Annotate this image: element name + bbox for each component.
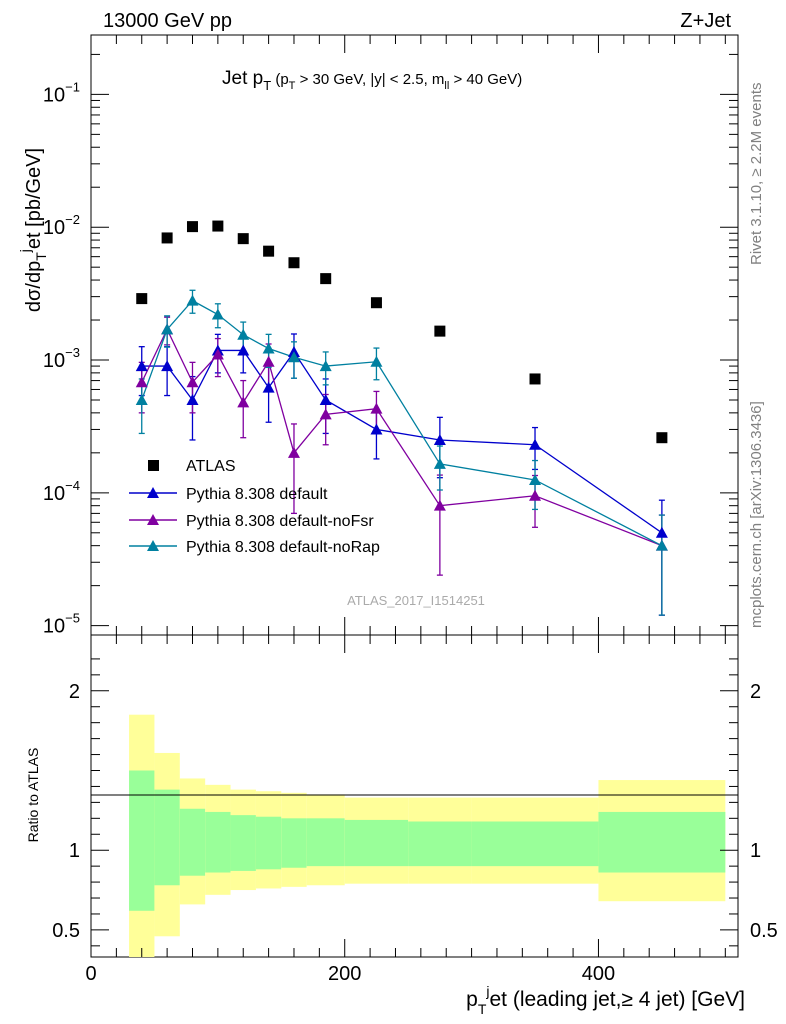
point-atlas bbox=[288, 257, 300, 269]
ratio-inner-band-bin bbox=[471, 821, 599, 867]
ratio-plot-frame bbox=[90, 634, 739, 958]
point-atlas bbox=[186, 221, 198, 233]
y-tick-label: 10−2 bbox=[43, 212, 80, 239]
ratio-y-tick-label: 0.5 bbox=[52, 920, 80, 942]
y-tick-label: 10−4 bbox=[43, 478, 80, 505]
mcplots-label: mcplots.cern.ch [arXiv:1306.3436] bbox=[748, 401, 765, 628]
point-nofsr bbox=[287, 446, 300, 458]
point-nofsr bbox=[262, 355, 275, 367]
point-atlas bbox=[161, 232, 173, 244]
point-atlas bbox=[320, 273, 332, 285]
point-norap bbox=[319, 360, 332, 372]
x-tick-label: 0 bbox=[85, 963, 96, 985]
point-norap bbox=[433, 457, 446, 469]
legend-label-atlas: ATLAS bbox=[186, 458, 236, 475]
series-layer bbox=[135, 220, 668, 616]
point-norap bbox=[655, 539, 668, 551]
ratio-bands bbox=[129, 714, 726, 957]
point-atlas bbox=[656, 432, 668, 444]
x-axis-label: pTjet (leading jet,≥ 4 jet) [GeV] bbox=[466, 983, 745, 1017]
point-atlas bbox=[529, 373, 541, 385]
main-y-axis-label: dσ/dpTjet [pb/GeV] bbox=[17, 148, 49, 312]
ratio-inner-band-bin bbox=[129, 770, 155, 911]
ratio-inner-band-bin bbox=[408, 821, 472, 867]
ratio-y-tick-label: 2 bbox=[69, 681, 80, 703]
point-norap bbox=[211, 308, 224, 320]
legend-label-nofsr: Pythia 8.308 default-noFsr bbox=[186, 513, 374, 530]
legend-marker-atlas bbox=[148, 460, 159, 471]
legend-label-default: Pythia 8.308 default bbox=[186, 486, 328, 503]
point-default bbox=[433, 433, 446, 445]
ratio-y-tick-label: 1 bbox=[69, 840, 80, 862]
ratio-inner-band-bin bbox=[306, 818, 345, 867]
point-atlas bbox=[136, 293, 148, 305]
ratio-inner-band-bin bbox=[154, 789, 180, 886]
legend-marker-norap bbox=[147, 540, 159, 551]
series-line-default bbox=[141, 349, 663, 534]
series-line-nofsr bbox=[141, 327, 663, 547]
ratio-inner-band-bin bbox=[230, 815, 256, 871]
point-norap bbox=[287, 351, 300, 363]
ratio-inner-band-bin bbox=[598, 811, 726, 873]
point-nofsr bbox=[433, 499, 446, 511]
point-default bbox=[529, 438, 542, 450]
header-right-text: Z+Jet bbox=[680, 10, 731, 32]
y-tick-label: 10−3 bbox=[43, 345, 80, 372]
y-tick-label: 10−1 bbox=[43, 79, 80, 106]
point-atlas bbox=[434, 325, 446, 337]
x-tick-label: 400 bbox=[582, 963, 615, 985]
point-norap bbox=[135, 393, 148, 405]
point-nofsr bbox=[529, 489, 542, 501]
legend: ATLAS Pythia 8.308 default Pythia 8.308 … bbox=[129, 458, 380, 556]
point-nofsr bbox=[237, 396, 250, 408]
ratio-y-tick-label-right: 2 bbox=[750, 681, 761, 703]
ratio-inner-band-bin bbox=[179, 808, 206, 876]
legend-marker-default bbox=[147, 487, 159, 498]
watermark: ATLAS_2017_I1514251 bbox=[347, 593, 485, 608]
series-line-norap bbox=[141, 299, 663, 547]
point-norap bbox=[161, 323, 174, 335]
axes-ticks: 10−5 10−4 10−3 10−2 10−1 0 200 400 0.5 0.5 1 1 2 2 bbox=[43, 35, 778, 985]
header-left-text: 13000 GeV pp bbox=[103, 10, 232, 32]
plot-title: Jet pT (pT > 30 GeV, |y| < 2.5, mll > 40… bbox=[222, 68, 522, 93]
point-default bbox=[237, 344, 250, 356]
point-default bbox=[135, 360, 148, 372]
legend-marker-nofsr bbox=[147, 514, 159, 525]
point-default bbox=[161, 360, 174, 372]
x-tick-label: 200 bbox=[328, 963, 361, 985]
ratio-inner-band-bin bbox=[344, 819, 409, 867]
point-nofsr bbox=[370, 402, 383, 414]
point-default bbox=[655, 526, 668, 538]
ratio-y-tick-label-right: 1 bbox=[750, 840, 761, 862]
point-atlas bbox=[370, 297, 382, 309]
point-nofsr bbox=[319, 408, 332, 420]
ratio-y-tick-label-right: 0.5 bbox=[750, 920, 778, 942]
point-default bbox=[186, 393, 199, 405]
point-nofsr bbox=[135, 376, 148, 388]
point-atlas bbox=[237, 233, 249, 245]
point-nofsr bbox=[211, 348, 224, 360]
legend-label-norap: Pythia 8.308 default-noRap bbox=[186, 539, 380, 556]
point-default bbox=[262, 381, 275, 393]
point-norap bbox=[370, 355, 383, 367]
point-atlas bbox=[263, 245, 275, 257]
point-default bbox=[370, 423, 383, 435]
ratio-inner-band-bin bbox=[255, 816, 282, 870]
ratio-inner-band-bin bbox=[281, 818, 307, 868]
point-default bbox=[319, 393, 332, 405]
rivet-version-label: Rivet 3.1.10, ≥ 2.2M events bbox=[748, 83, 765, 266]
point-norap bbox=[262, 342, 275, 354]
point-norap bbox=[186, 294, 199, 306]
ratio-y-axis-label: Ratio to ATLAS bbox=[25, 748, 41, 843]
y-tick-label: 10−5 bbox=[43, 611, 80, 638]
point-norap bbox=[529, 473, 542, 485]
point-nofsr bbox=[186, 376, 199, 388]
point-atlas bbox=[212, 220, 224, 232]
point-norap bbox=[237, 328, 250, 340]
ratio-inner-band-bin bbox=[205, 811, 231, 873]
